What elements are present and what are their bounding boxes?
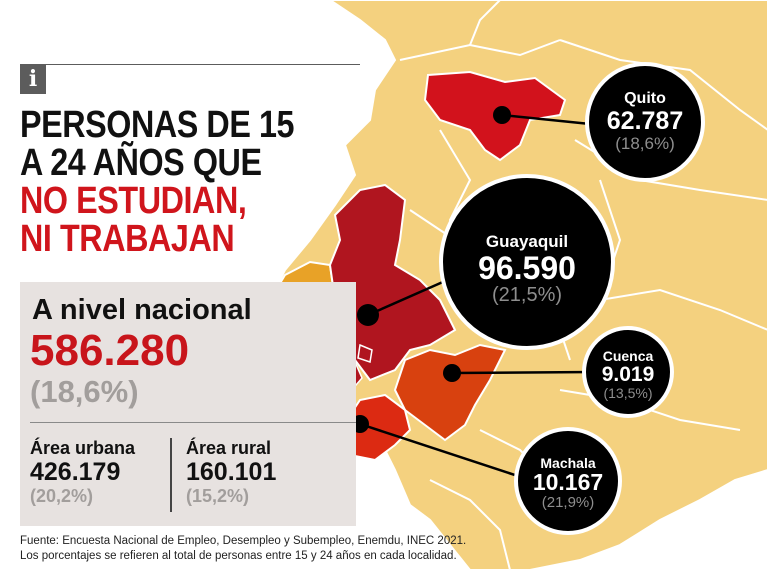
rural-percent: (15,2%) <box>186 486 250 506</box>
connector-quito <box>501 113 601 127</box>
footer: Fuente: Encuesta Nacional de Empleo, Des… <box>20 534 466 564</box>
stats-divider <box>170 438 172 512</box>
title-line-1: PERSONAS DE 15 <box>20 104 295 146</box>
city-percent: (18,6%) <box>615 134 675 153</box>
source-note: Fuente: Encuesta Nacional de Empleo, Des… <box>20 535 467 547</box>
urban-value: 426.179 <box>30 458 121 486</box>
urban-label: Área urbana <box>30 438 136 458</box>
connector-machala <box>359 422 531 482</box>
city-percent: (21,9%) <box>541 494 595 511</box>
percent-note: Los porcentajes se refieren al total de … <box>20 550 457 562</box>
national-percent: (18,6%) <box>30 374 139 409</box>
city-value: 9.019 <box>601 363 655 386</box>
city-name: Guayaquil <box>485 232 569 251</box>
national-value: 586.280 <box>30 326 190 375</box>
urban-stats: Área urbana 426.179 (20,2%) <box>30 438 135 507</box>
panel-divider <box>30 422 356 423</box>
city-value: 96.590 <box>478 250 576 286</box>
city-value: 62.787 <box>606 107 684 135</box>
bubble-machala <box>514 427 622 535</box>
bubble-quito <box>585 62 705 182</box>
label-machala: Machala 10.167 (21,9%) <box>523 455 613 511</box>
title-line-2: A 24 AÑOS QUE <box>20 142 262 184</box>
city-name: Quito <box>624 90 666 107</box>
national-panel: A nivel nacional 586.280 (18,6%) Área ur… <box>20 282 356 526</box>
dot-guayaquil <box>357 304 379 326</box>
national-label: A nivel nacional <box>32 294 252 326</box>
label-cuenca: Cuenca 9.019 (13,5%) <box>593 348 663 401</box>
city-name: Cuenca <box>602 348 654 364</box>
city-value: 10.167 <box>532 469 604 495</box>
rural-label: Área rural <box>186 438 272 458</box>
bubble-cuenca <box>582 326 674 418</box>
city-percent: (21,5%) <box>491 284 563 306</box>
urban-percent: (20,2%) <box>30 486 94 506</box>
info-icon: i <box>20 64 46 94</box>
city-percent: (13,5%) <box>603 385 653 401</box>
page-title: PERSONAS DE 15 A 24 AÑOS QUE NO ESTUDIAN… <box>20 104 295 260</box>
city-name: Machala <box>540 455 596 471</box>
dot-cuenca <box>443 364 461 382</box>
dot-quito <box>493 106 511 124</box>
title-line-4: NI TRABAJAN <box>20 218 235 260</box>
connector-cuenca <box>451 370 596 375</box>
label-guayaquil: Guayaquil 96.590 (21,5%) <box>457 232 597 307</box>
rural-value: 160.101 <box>186 458 277 486</box>
rural-stats: Área rural 160.101 (15,2%) <box>186 438 276 507</box>
bubble-guayaquil <box>439 174 615 350</box>
title-line-3: NO ESTUDIAN, <box>20 180 247 222</box>
header-rule <box>20 64 360 65</box>
label-quito: Quito 62.787 (18,6%) <box>595 90 695 154</box>
